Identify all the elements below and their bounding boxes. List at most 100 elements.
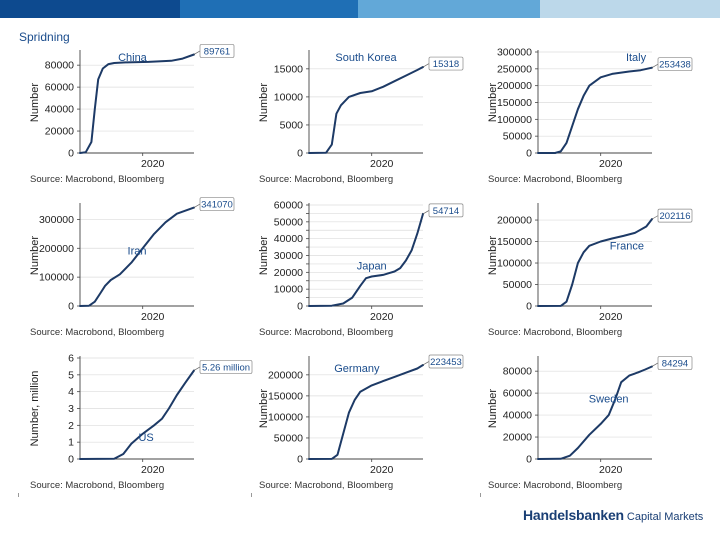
y-tick-label: 80000 [503, 366, 532, 378]
x-tick-label: 2020 [599, 158, 623, 170]
source-note: Source: Macrobond, Bloomberg [488, 327, 622, 338]
chart-svg: 0 100000 200000 300000 2020 Number Iran 341070 S… [29, 197, 235, 338]
y-tick-label: 60000 [274, 200, 303, 212]
y-tick-label: 100000 [497, 114, 532, 126]
y-tick-label: 20000 [274, 267, 303, 279]
y-axis-label: Number [258, 83, 270, 122]
callout-box [657, 356, 693, 370]
x-tick-label: 2020 [370, 158, 394, 170]
chart-svg: 0 10000 20000 30000 40000 50000 60000 2020 Numbe… [258, 200, 464, 338]
divider [480, 493, 481, 497]
y-axis-label: Number, million [29, 371, 41, 447]
y-tick-label: 100000 [268, 411, 303, 423]
final-value-label: 54714 [433, 206, 459, 217]
y-axis-label: Number [258, 236, 270, 275]
final-value-label: 341070 [201, 200, 233, 211]
chart-svg: 0 5000 10000 15000 2020 Number South Korea 1531… [258, 50, 464, 185]
source-note: Source: Macrobond, Bloomberg [488, 174, 622, 185]
y-tick-label: 0 [526, 148, 532, 160]
y-tick-label: 5000 [280, 119, 304, 131]
callout-leader [193, 203, 201, 208]
y-tick-label: 80000 [45, 60, 74, 72]
divider [18, 493, 19, 497]
source-note: Source: Macrobond, Bloomberg [488, 480, 622, 491]
x-tick-label: 2020 [599, 464, 623, 476]
chart-panel: 0 50000 100000 150000 200000 2020 Number France… [476, 183, 698, 338]
series-line [308, 66, 424, 154]
final-value-label: 15318 [433, 59, 459, 70]
y-tick-label: 200000 [39, 243, 74, 255]
brand-logo: Handelsbanken Capital Markets [523, 507, 703, 523]
y-axis-label: Number [29, 83, 41, 122]
y-tick-label: 40000 [274, 233, 303, 245]
y-axis-label: Number [487, 83, 499, 122]
callout-box [199, 197, 235, 211]
callout-leader [193, 50, 201, 55]
callout-box [428, 203, 464, 218]
y-tick-label: 60000 [45, 82, 74, 94]
x-tick-label: 2020 [141, 464, 165, 476]
y-tick-label: 300000 [39, 214, 74, 226]
source-note: Source: Macrobond, Bloomberg [259, 174, 393, 185]
y-tick-label: 20000 [503, 432, 532, 444]
series-line [79, 369, 195, 460]
top-bar-segment-3 [358, 0, 540, 18]
series-name-label: Sweden [589, 393, 629, 405]
callout-box [657, 57, 693, 72]
final-value-label: 84294 [662, 358, 688, 369]
series-line [308, 212, 424, 307]
chart-panel: 0 10000 20000 30000 40000 50000 60000 2020 Numbe… [247, 183, 469, 338]
final-value-label: 253438 [659, 60, 691, 71]
y-tick-label: 40000 [45, 104, 74, 116]
y-tick-label: 150000 [497, 97, 532, 109]
y-tick-label: 3 [68, 403, 74, 415]
callout-box [199, 360, 253, 374]
chart-panel: 0 100000 200000 300000 2020 Number Iran 341070 S… [18, 183, 240, 338]
series-line [79, 53, 195, 154]
top-bar-segment-2 [180, 0, 358, 18]
y-tick-label: 10000 [274, 91, 303, 103]
series-line [308, 364, 424, 460]
source-note: Source: Macrobond, Bloomberg [259, 480, 393, 491]
x-tick-label: 2020 [370, 311, 394, 323]
chart-panel: 0 1 2 3 4 5 6 2020 Number, million US 5.26 million… [18, 336, 253, 491]
final-value-label: 89761 [204, 46, 230, 57]
chart-svg: 0 50000 100000 150000 200000 2020 Number France… [487, 203, 693, 338]
callout-leader [422, 361, 430, 366]
y-tick-label: 30000 [274, 250, 303, 262]
chart-svg: 0 20000 40000 60000 80000 2020 Number Sweden 842… [487, 356, 693, 491]
source-note: Source: Macrobond, Bloomberg [259, 327, 393, 338]
chart-panel: 0 20000 40000 60000 80000 2020 Number China 8976… [18, 30, 240, 185]
divider [251, 493, 252, 497]
y-tick-label: 0 [68, 454, 74, 466]
chart-panel: 0 50000 100000 150000 200000 250000 300000 2020… [476, 30, 698, 185]
y-tick-label: 0 [526, 454, 532, 466]
x-tick-label: 2020 [141, 158, 165, 170]
source-note: Source: Macrobond, Bloomberg [30, 327, 164, 338]
series-line [537, 66, 653, 154]
y-tick-label: 200000 [497, 80, 532, 92]
series-name-label: Germany [334, 363, 380, 375]
y-axis-label: Number [487, 389, 499, 428]
y-tick-label: 50000 [274, 432, 303, 444]
series-line [537, 218, 653, 307]
callout-box [428, 56, 464, 71]
series-name-label: Italy [626, 52, 647, 64]
series-name-label: France [610, 240, 644, 252]
y-tick-label: 15000 [274, 63, 303, 75]
chart-svg: 0 50000 100000 150000 200000 2020 Number German… [258, 354, 464, 491]
callout-leader [422, 210, 430, 215]
y-tick-label: 5 [68, 369, 74, 381]
callout-box [657, 208, 693, 223]
callout-leader [193, 366, 201, 371]
top-color-bar [0, 0, 720, 18]
source-note: Source: Macrobond, Bloomberg [30, 480, 164, 491]
x-tick-label: 2020 [141, 311, 165, 323]
series-name-label: Iran [128, 245, 147, 257]
y-tick-label: 20000 [45, 126, 74, 138]
x-tick-label: 2020 [599, 311, 623, 323]
page-title: Spridning [19, 30, 70, 44]
callout-leader [651, 215, 659, 220]
y-tick-label: 6 [68, 353, 74, 365]
callout-box [428, 354, 464, 369]
